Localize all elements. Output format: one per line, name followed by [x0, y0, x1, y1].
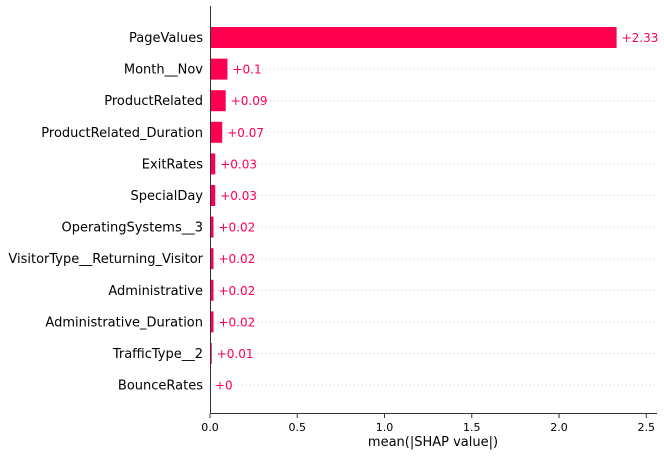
bar — [210, 153, 216, 175]
feature-label: Administrative_Duration — [45, 315, 203, 330]
feature-label: PageValues — [129, 31, 203, 46]
value-label: +2.33 — [622, 31, 659, 45]
x-tick-label: 2.5 — [638, 421, 656, 434]
x-tick-label: 0.5 — [289, 421, 307, 434]
feature-label: ProductRelated — [104, 94, 203, 109]
value-label: +0.1 — [232, 63, 261, 77]
value-label: +0 — [215, 379, 233, 393]
feature-label: TrafficType__2 — [112, 347, 203, 362]
value-label: +0.03 — [220, 189, 257, 203]
feature-label: VisitorType__Returning_Visitor — [8, 252, 203, 267]
feature-label: OperatingSystems__3 — [61, 221, 203, 236]
feature-label: Administrative — [108, 284, 203, 299]
value-label: +0.07 — [227, 126, 264, 140]
bar — [210, 121, 223, 143]
feature-label: SpecialDay — [130, 189, 203, 204]
x-tick-label: 2.0 — [550, 421, 568, 434]
bar — [210, 311, 214, 333]
feature-label: BounceRates — [118, 379, 203, 394]
axes: mean(|SHAP value|) — [210, 6, 657, 450]
x-tick-label: 1.0 — [376, 421, 394, 434]
bar — [210, 216, 214, 238]
bar — [210, 185, 216, 206]
bar — [210, 248, 214, 270]
feature-label: Month__Nov — [124, 63, 203, 78]
value-label: +0.02 — [218, 221, 255, 235]
value-label: +0.02 — [218, 315, 255, 329]
value-label: +0.09 — [231, 94, 268, 108]
x-tick-label: 1.5 — [463, 421, 481, 434]
x-ticks: 0.0 0.5 1.0 1.5 2.0 2.5 — [201, 414, 655, 434]
bar — [210, 58, 228, 80]
bar — [210, 90, 226, 112]
value-label: +0.02 — [218, 252, 255, 266]
feature-label: ExitRates — [142, 157, 203, 172]
feature-label: ProductRelated_Duration — [41, 126, 203, 141]
feature-labels: PageValues Month__Nov ProductRelated Produc… — [8, 31, 203, 394]
grid-lines — [210, 37, 657, 386]
value-label: +0.03 — [220, 157, 257, 171]
x-tick-label: 0.0 — [201, 421, 219, 434]
x-axis-label: mean(|SHAP value|) — [368, 435, 498, 450]
bar — [210, 27, 617, 48]
value-label: +0.01 — [217, 347, 254, 361]
bar — [210, 279, 214, 301]
value-labels: +2.33 +0.1 +0.09 +0.07 +0.03 +0.03 +0.02 +0.02 +… — [215, 31, 658, 393]
value-label: +0.02 — [218, 284, 255, 298]
